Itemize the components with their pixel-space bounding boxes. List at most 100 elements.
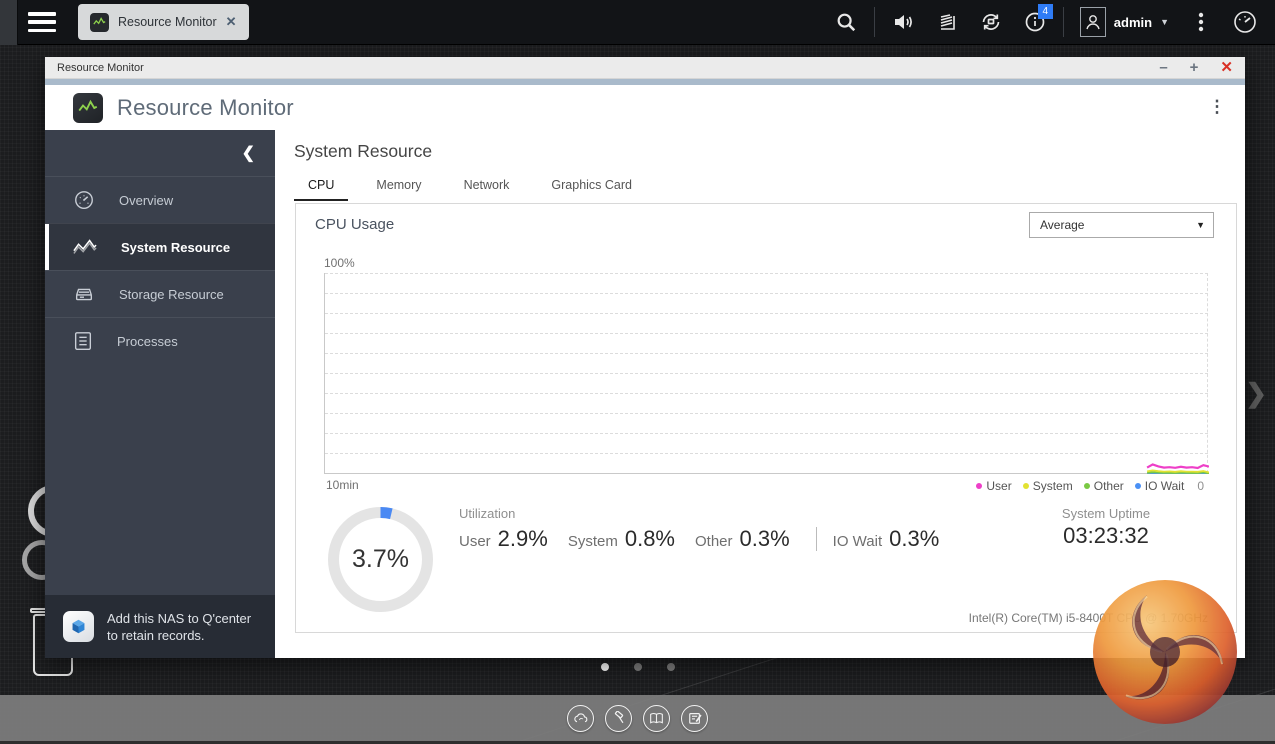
close-button[interactable]: ✕ — [1220, 59, 1233, 76]
activity-icon — [73, 239, 97, 254]
bottom-dock — [0, 695, 1275, 741]
dashboard-gauge-icon[interactable] — [1223, 0, 1267, 45]
drive-icon — [75, 288, 93, 301]
avatar-icon — [1079, 7, 1106, 37]
minimize-button[interactable]: – — [1159, 59, 1168, 76]
average-select[interactable]: Average ▼ — [1029, 212, 1214, 238]
notification-badge: 4 — [1037, 3, 1053, 19]
chart-gridline — [325, 353, 1208, 354]
sidebar-item-overview[interactable]: Overview — [45, 176, 275, 223]
main-content: System Resource CPU Memory Network Graph… — [275, 130, 1245, 658]
tab-bar: CPU Memory Network Graphics Card — [294, 174, 646, 201]
feedback-note-icon[interactable] — [681, 704, 708, 732]
cpu-total-gauge: 3.7% — [324, 503, 437, 616]
window-titlebar[interactable]: Resource Monitor – + ✕ — [45, 57, 1245, 79]
uptime-value: 03:23:32 — [1063, 523, 1149, 548]
chart-gridline — [325, 373, 1208, 374]
stat-io-wait: IO Wait 0.3% — [832, 526, 940, 551]
search-icon[interactable] — [824, 0, 868, 45]
tab-close-icon[interactable]: ✕ — [225, 14, 237, 29]
background-tasks-icon[interactable] — [925, 0, 969, 45]
uptime-label: System Uptime — [1061, 506, 1151, 521]
cpu-usage-panel: CPU Usage Average ▼ 100% 10min User Syste… — [295, 203, 1237, 633]
chevron-down-icon: ▼ — [1196, 220, 1205, 230]
taskbar-tab-resource-monitor[interactable]: Resource Monitor ✕ — [78, 4, 249, 40]
maximize-button[interactable]: + — [1189, 59, 1199, 76]
qcenter-notice-text: Add this NAS to Q'center to retain recor… — [107, 610, 252, 643]
stat-other: Other 0.3% — [695, 526, 790, 551]
topbar-divider — [1062, 7, 1064, 37]
tools-icon[interactable] — [605, 704, 632, 732]
cpu-usage-chart — [324, 273, 1209, 474]
sidebar-item-label: System Resource — [121, 239, 231, 255]
desktop-pagination — [0, 663, 1275, 671]
notifications-icon[interactable]: 4 — [1013, 0, 1057, 45]
process-list-icon — [74, 332, 92, 350]
chart-gridline — [325, 453, 1208, 454]
qcenter-notice[interactable]: Add this NAS to Q'center to retain recor… — [45, 595, 275, 658]
tab-cpu[interactable]: CPU — [294, 174, 349, 201]
system-uptime-block: System Uptime 03:23:32 — [1031, 506, 1181, 549]
sidebar-item-label: Processes — [117, 333, 178, 349]
app-header: Resource Monitor ⋮ — [45, 85, 1245, 130]
tab-network[interactable]: Network — [463, 178, 510, 192]
system-top-bar: Resource Monitor ✕ 4 — [0, 0, 1275, 45]
volume-icon[interactable] — [881, 0, 925, 45]
user-menu[interactable]: admin ▼ — [1070, 7, 1179, 37]
legend-item-other: Other — [1083, 479, 1124, 493]
tab-memory[interactable]: Memory — [376, 178, 422, 192]
window-accent-strip — [45, 79, 1245, 85]
next-desktop-icon[interactable]: ❯ — [1245, 378, 1267, 408]
firmware-update-icon[interactable] — [969, 0, 1013, 45]
chart-legend: User System Other IO Wait 0 — [976, 479, 1204, 493]
sidebar-item-processes[interactable]: Processes — [45, 317, 275, 364]
sidebar-item-storage-resource[interactable]: Storage Resource — [45, 270, 275, 317]
sidebar: ❮ Overview System Resource Storage Resou… — [45, 130, 275, 658]
help-book-icon[interactable] — [643, 704, 670, 732]
chart-series-lines — [1146, 463, 1209, 474]
topbar-divider — [873, 7, 875, 37]
more-options-icon[interactable] — [1179, 0, 1223, 45]
sidebar-collapse-icon[interactable]: ❮ — [241, 145, 255, 162]
tab-label: Resource Monitor — [118, 15, 217, 29]
resource-monitor-app-icon — [73, 92, 103, 123]
sidebar-item-system-resource[interactable]: System Resource — [45, 223, 275, 270]
series-line-system — [1146, 469, 1209, 474]
panel-title: CPU Usage — [315, 216, 395, 233]
topbar-notch — [0, 0, 18, 45]
cloud-sync-icon[interactable] — [567, 704, 594, 732]
page-title: System Resource — [294, 141, 433, 161]
page-dot-1[interactable] — [600, 663, 609, 671]
qcenter-icon — [63, 611, 94, 642]
page-dot-3[interactable] — [666, 663, 675, 671]
chart-gridline — [325, 393, 1208, 394]
series-line-user — [1146, 463, 1209, 470]
main-menu-icon[interactable] — [28, 12, 56, 32]
cpu-model-label: Intel(R) Core(TM) i5-8400T CPU @ 1.70GHz — [968, 611, 1208, 625]
chart-gridline-vertical — [1207, 273, 1208, 473]
x-axis-left-label: 10min — [326, 478, 359, 492]
chart-gridline — [325, 433, 1208, 434]
y-axis-min-label: 0 — [1197, 479, 1204, 493]
chart-gridline — [325, 273, 1208, 274]
gauge-icon — [75, 191, 93, 209]
chart-gridline — [325, 413, 1208, 414]
window-title: Resource Monitor — [57, 61, 144, 74]
app-title: Resource Monitor — [117, 94, 294, 120]
chart-gridline — [325, 293, 1208, 294]
page-dot-2[interactable] — [633, 663, 642, 671]
select-value: Average — [1040, 218, 1085, 232]
app-more-options-icon[interactable]: ⋮ — [1208, 97, 1226, 117]
tab-graphics-card[interactable]: Graphics Card — [551, 178, 632, 192]
chevron-down-icon: ▼ — [1160, 17, 1169, 27]
utilization-block: Utilization User 2.9% System 0.8% — [459, 506, 949, 552]
sidebar-item-label: Overview — [119, 192, 174, 208]
resource-monitor-window: Resource Monitor – + ✕ Resource Monitor … — [45, 57, 1245, 658]
series-line-other — [1147, 471, 1209, 474]
stat-system: System 0.8% — [567, 526, 675, 551]
chart-gridline — [325, 313, 1208, 314]
stat-divider — [815, 527, 817, 551]
sidebar-item-label: Storage Resource — [119, 286, 224, 302]
stat-user: User 2.9% — [459, 526, 548, 551]
legend-item-user: User — [976, 479, 1012, 493]
